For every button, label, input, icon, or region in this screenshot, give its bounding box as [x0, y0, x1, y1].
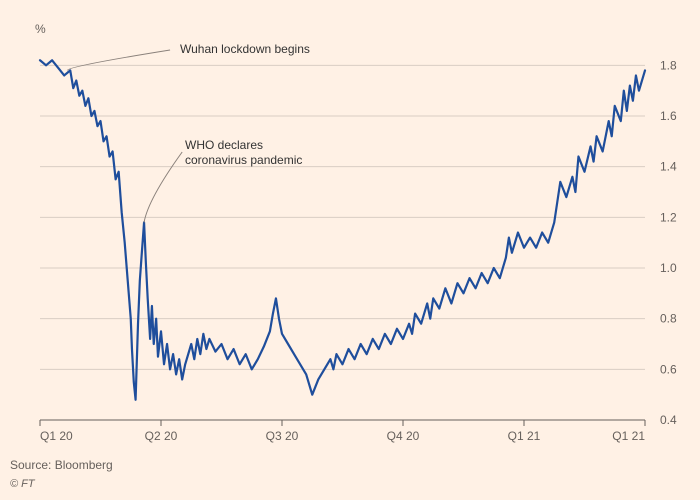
svg-text:Q1 21: Q1 21: [612, 429, 645, 443]
svg-text:Q1 20: Q1 20: [40, 429, 73, 443]
annotation-text: Wuhan lockdown begins: [180, 42, 310, 56]
svg-text:0.4: 0.4: [660, 413, 677, 427]
svg-text:1.0: 1.0: [660, 261, 677, 275]
svg-text:1.6: 1.6: [660, 109, 677, 123]
chart-container: 0.4 0.6 0.8 1.0 1.2 1.4 1.6 1.8 Q1 20 Q2 20 Q3 20 Q…: [0, 0, 700, 500]
svg-text:Q1 21: Q1 21: [508, 429, 541, 443]
svg-text:0.8: 0.8: [660, 312, 677, 326]
svg-text:Q4 20: Q4 20: [387, 429, 420, 443]
svg-text:Q3 20: Q3 20: [266, 429, 299, 443]
svg-text:0.6: 0.6: [660, 362, 677, 376]
svg-text:1.8: 1.8: [660, 58, 677, 72]
line-chart: 0.4 0.6 0.8 1.0 1.2 1.4 1.6 1.8 Q1 20 Q2 20 Q3 20 Q…: [0, 0, 700, 500]
svg-text:1.2: 1.2: [660, 210, 677, 224]
source-attribution: Source: Bloomberg: [10, 458, 113, 472]
y-axis-unit-label: %: [35, 22, 46, 36]
svg-text:Q2 20: Q2 20: [145, 429, 178, 443]
svg-text:1.4: 1.4: [660, 160, 677, 174]
annotation-text-line-1: WHO declares: [185, 138, 263, 152]
copyright-notice: © FT: [10, 478, 35, 490]
annotation-text-line-2: coronavirus pandemic: [185, 153, 302, 167]
annotation-who-pandemic: WHO declares coronavirus pandemic: [185, 138, 302, 168]
annotation-wuhan-lockdown: Wuhan lockdown begins: [180, 42, 310, 57]
